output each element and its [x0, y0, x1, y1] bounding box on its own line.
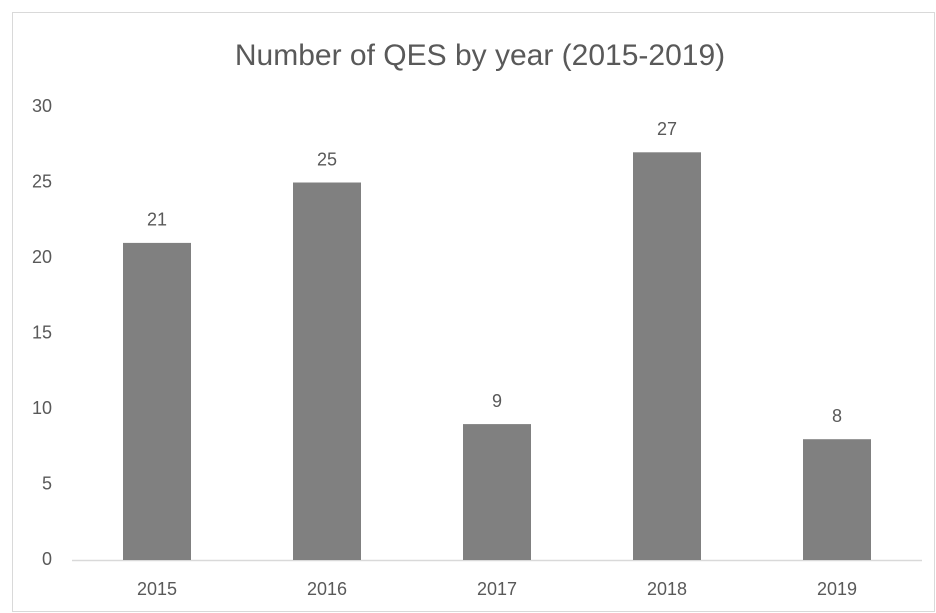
bar	[463, 424, 531, 560]
y-tick-label: 20	[32, 247, 52, 267]
x-tick-label: 2015	[137, 579, 177, 599]
y-tick-label: 15	[32, 322, 52, 342]
x-tick-label: 2018	[647, 579, 687, 599]
bar	[293, 182, 361, 560]
bar	[123, 242, 191, 560]
chart-title: Number of QES by year (2015-2019)	[235, 39, 725, 72]
x-tick-label: 2017	[477, 579, 517, 599]
data-label: 8	[832, 406, 842, 426]
y-tick-label: 0	[42, 549, 52, 569]
data-label: 9	[492, 391, 502, 411]
data-label: 21	[147, 210, 167, 230]
data-label: 27	[657, 119, 677, 139]
y-tick-label: 25	[32, 171, 52, 191]
bar	[633, 152, 701, 561]
y-tick-label: 30	[32, 96, 52, 116]
x-tick-label: 2019	[817, 579, 857, 599]
y-tick-label: 5	[42, 473, 52, 493]
x-tick-label: 2016	[307, 579, 347, 599]
y-tick-label: 10	[32, 398, 52, 418]
bar	[803, 439, 871, 560]
data-label: 25	[317, 149, 337, 169]
